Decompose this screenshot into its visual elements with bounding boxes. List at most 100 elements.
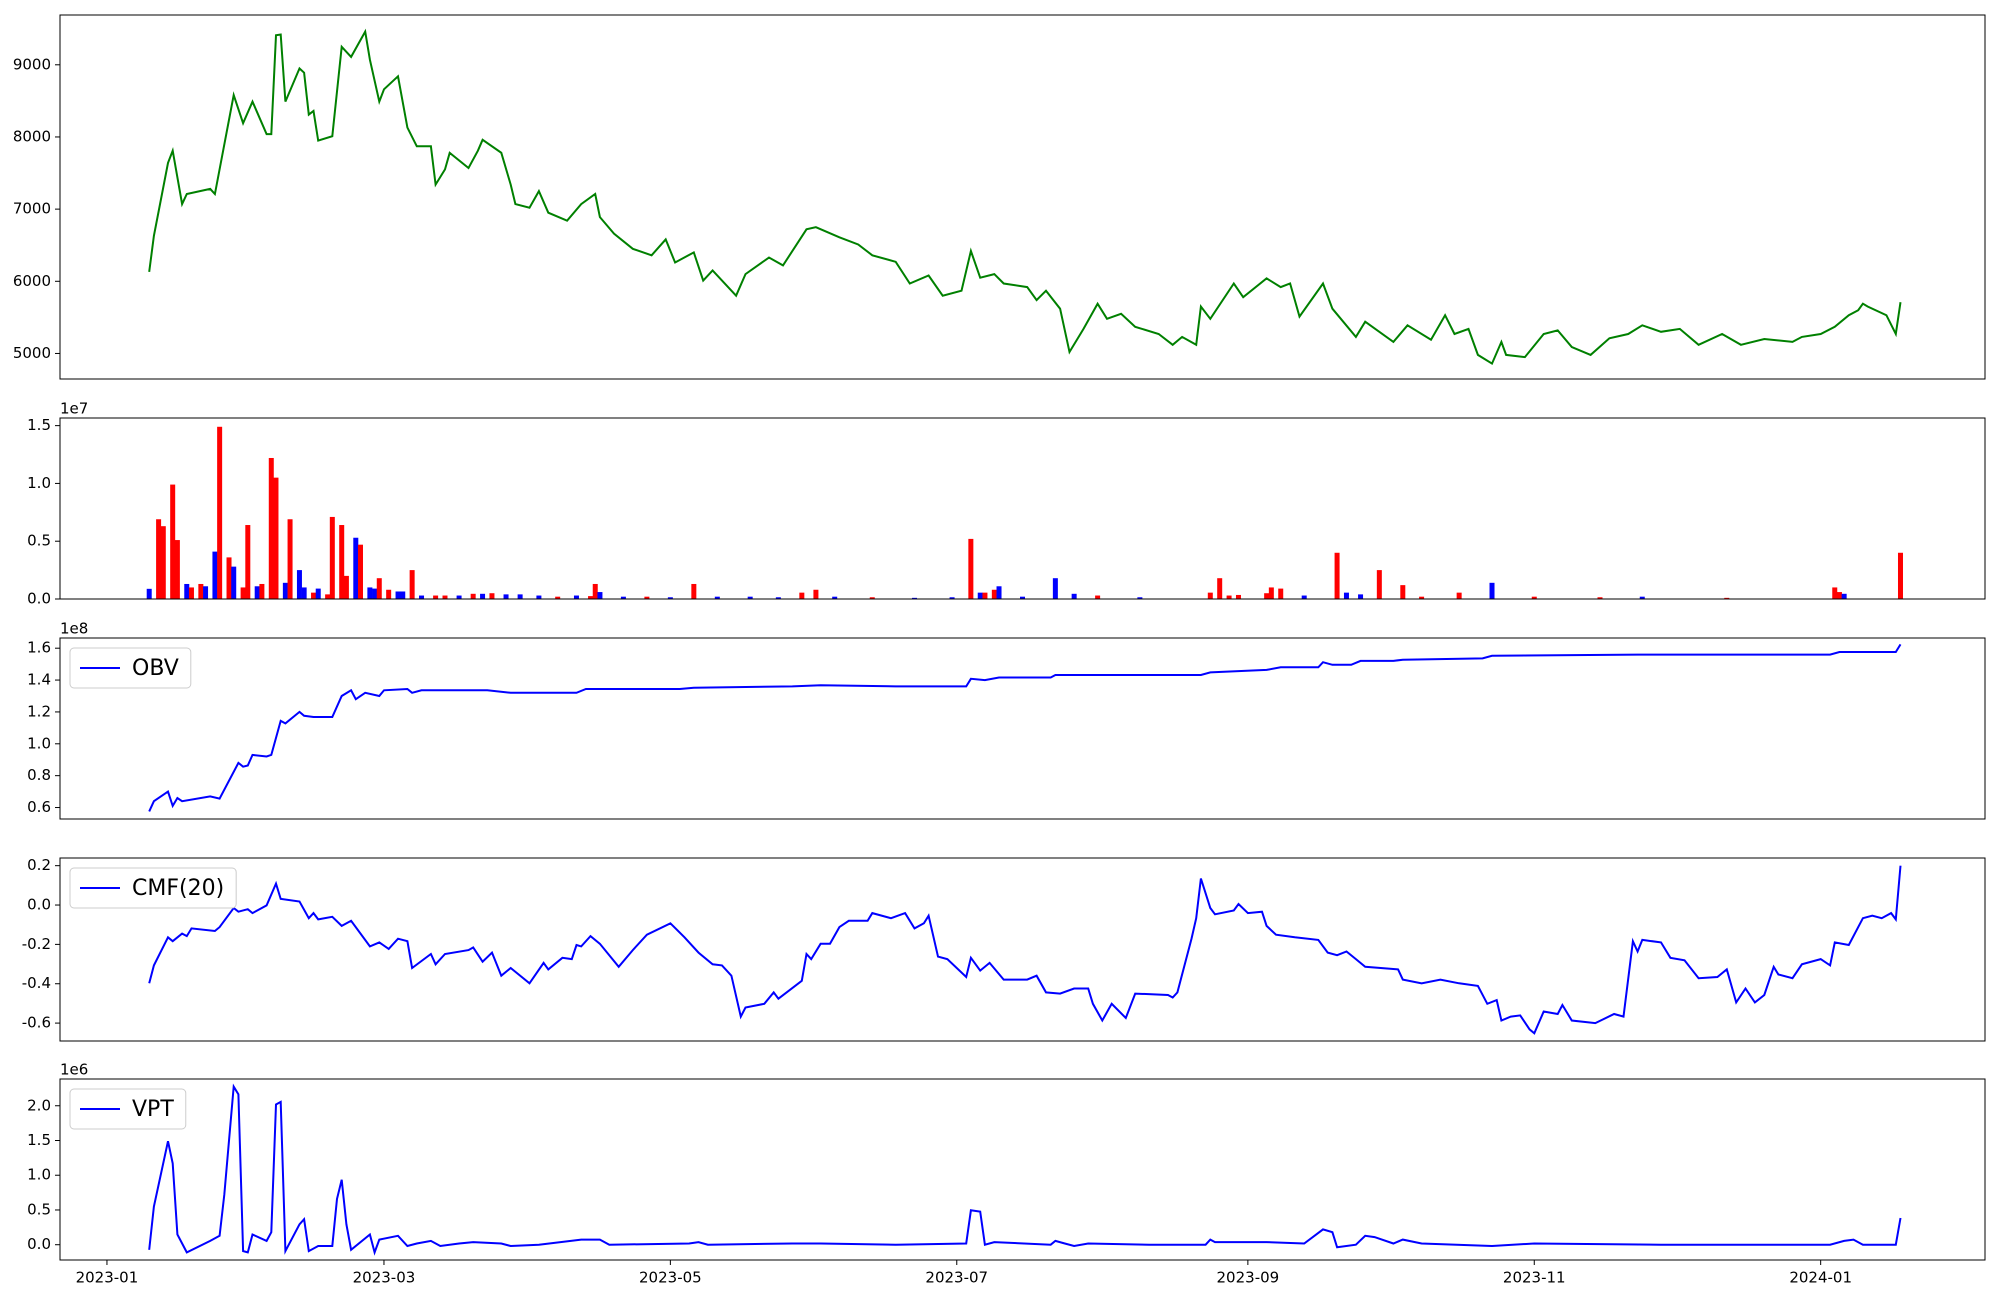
y-tick-label: 1.4 (27, 671, 51, 689)
volume-bar (217, 426, 223, 599)
legend: VPT (69, 1088, 187, 1130)
volume-bar (282, 582, 288, 599)
x-tick-label: 2023-03 (353, 1269, 416, 1287)
volume-bar (1597, 597, 1603, 599)
volume-bar (1456, 592, 1462, 599)
volume-bar (949, 597, 955, 599)
panel: 0.0 0.5 1.0 1.5 2.0 2023-01 2023-03 2023-05 2023… (27, 1061, 1986, 1287)
volume-bar (503, 594, 509, 599)
legend-box (69, 1088, 187, 1130)
y-tick-label: 1.2 (27, 702, 51, 720)
volume-bar (517, 594, 523, 599)
panel-frame (59, 1078, 1986, 1261)
volume-bar (1207, 592, 1213, 599)
volume-bar (419, 595, 425, 599)
volume-bar (174, 540, 180, 599)
volume-bar (1137, 597, 1143, 599)
volume-bar (343, 575, 349, 599)
volume-bar (1278, 588, 1284, 599)
volume-bar (198, 583, 204, 599)
y-tick-label: 1.0 (27, 474, 51, 492)
y-tick-label: 9000 (13, 55, 51, 73)
volume-bar (991, 589, 997, 599)
volume-bar (325, 594, 331, 599)
y-tick-label: 0.0 (27, 590, 51, 608)
volume-bar (367, 587, 373, 599)
volume-bar (231, 566, 237, 599)
volume-bar (296, 570, 302, 599)
volume-bar (489, 593, 495, 599)
y-tick-label: -0.6 (22, 1014, 51, 1032)
y-tick-label: -0.2 (22, 935, 51, 953)
offset-label: 1e8 (60, 620, 88, 638)
volume-bar (1376, 570, 1382, 599)
volume-bar (555, 596, 561, 599)
y-tick-label: 6000 (13, 272, 51, 290)
volume-bar (1095, 595, 1101, 599)
y-tick-label: 8000 (13, 127, 51, 145)
panel: 0.6 0.8 1.0 1.2 1.4 1.6 1e8 OBV (27, 620, 1986, 820)
volume-bar (1343, 592, 1349, 599)
volume-bar (329, 516, 335, 599)
volume-bar (968, 538, 974, 599)
volume-bar (1226, 595, 1232, 599)
volume-bar (353, 537, 359, 599)
legend-box (69, 867, 237, 909)
panel-frame (59, 417, 1986, 600)
volume-bar (301, 587, 307, 599)
volume-bar (597, 592, 603, 599)
volume-bar (996, 586, 1002, 599)
y-tick-label: 2.0 (27, 1096, 51, 1114)
volume-bar (1334, 552, 1340, 599)
volume-bar (273, 477, 279, 599)
panel: 5000 6000 7000 8000 9000 (13, 14, 1986, 380)
volume-bar (203, 586, 209, 599)
volume-bar (372, 588, 378, 599)
volume-bar (691, 583, 697, 599)
y-tick-label: 1.6 (27, 639, 51, 657)
y-tick-label: 0.8 (27, 766, 51, 784)
x-tick-label: 2024-01 (1789, 1269, 1852, 1287)
volume-bar (813, 589, 819, 599)
volume-bar (480, 593, 486, 599)
volume-bar (254, 586, 260, 599)
volume-bar (400, 591, 406, 599)
volume-bar (268, 457, 274, 599)
volume-bar (357, 544, 363, 599)
volume-bar (212, 551, 218, 599)
series-line (148, 643, 1902, 812)
volume-bar (1264, 593, 1270, 599)
series-line (148, 1083, 1902, 1256)
y-tick-label: 7000 (13, 200, 51, 218)
volume-bar (1531, 596, 1537, 599)
volume-bar (188, 587, 194, 599)
y-tick-label: 0.0 (27, 1235, 51, 1253)
volume-bar (433, 595, 439, 599)
volume-bar (592, 583, 598, 599)
volume-bar (667, 597, 673, 599)
legend: OBV (69, 647, 192, 689)
volume-bar (170, 484, 176, 599)
y-tick-label: 0.2 (27, 856, 51, 874)
y-tick-label: 1.0 (27, 734, 51, 752)
y-tick-label: 5000 (13, 344, 51, 362)
legend-label: CMF(20) (132, 876, 224, 901)
y-tick-label: 0.0 (27, 896, 51, 914)
volume-bar (1052, 578, 1058, 599)
y-tick-label: 1.5 (27, 416, 51, 434)
volume-bar (1841, 593, 1847, 599)
volume-bar (799, 592, 805, 599)
volume-bar (1836, 592, 1842, 599)
volume-bar (573, 595, 579, 599)
volume-bar (156, 519, 162, 599)
volume-bar (1724, 597, 1730, 599)
panel-frame (59, 14, 1986, 380)
volume-bar (287, 519, 293, 599)
y-tick-label: -0.4 (22, 974, 51, 992)
volume-bar (376, 578, 382, 599)
x-tick-label: 2023-11 (1503, 1269, 1566, 1287)
x-tick-label: 2023-07 (925, 1269, 988, 1287)
volume-bar (1358, 594, 1364, 599)
volume-bar (226, 557, 232, 599)
volume-bar (1020, 596, 1025, 599)
